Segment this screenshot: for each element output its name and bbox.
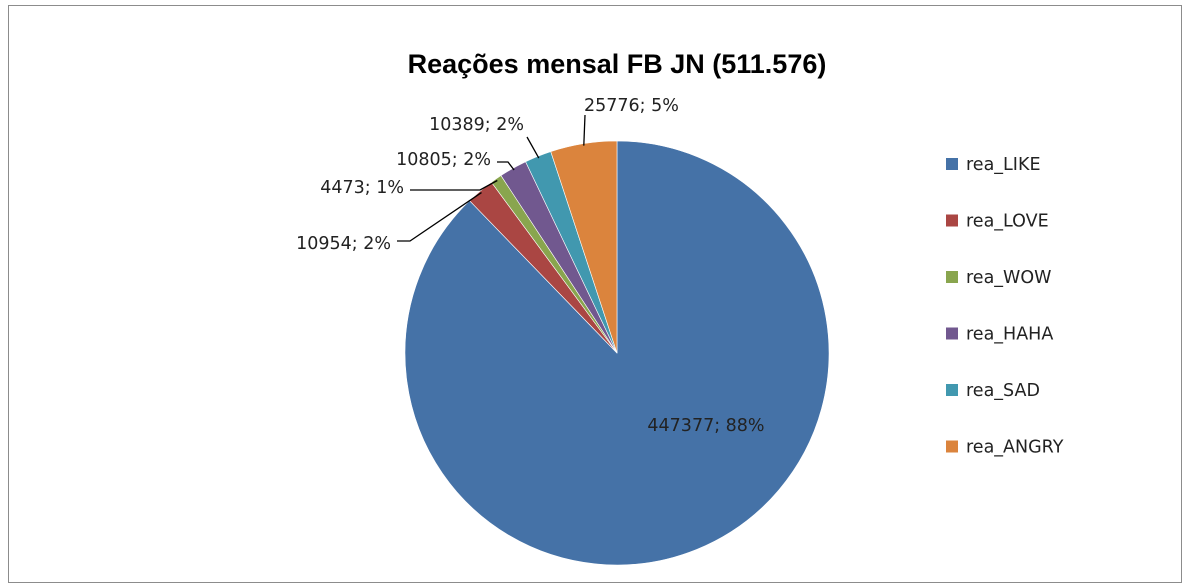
- legend-label-rea-wow: rea_WOW: [966, 268, 1051, 288]
- leader-line-rea-angry: [583, 114, 586, 146]
- legend-swatch-rea-wow: [946, 271, 958, 283]
- legend-swatch-rea-haha: [946, 327, 958, 340]
- leader-line-rea-sad: [526, 136, 540, 159]
- legend-label-rea-haha: rea_HAHA: [966, 325, 1053, 345]
- data-label-rea-wow: 4473; 1%: [320, 178, 404, 198]
- data-label-rea-haha: 10805; 2%: [396, 150, 491, 170]
- legend-swatch-rea-angry: [946, 440, 958, 453]
- legend-swatch-rea-love: [946, 214, 958, 227]
- data-label-rea-angry: 25776; 5%: [584, 96, 679, 116]
- leader-lines: [397, 114, 586, 242]
- legend: rea_LIKE rea_LOVE rea_WOW rea_HAHA rea_SADre…: [946, 155, 1064, 458]
- leader-line-rea-wow: [410, 179, 498, 191]
- legend-label-rea-sad: rea_SAD: [966, 381, 1040, 401]
- data-label-rea-like: 447377; 88%: [647, 416, 764, 436]
- legend-label-rea-angry: rea_ANGRY: [966, 438, 1064, 458]
- data-label-rea-love: 10954; 2%: [296, 234, 391, 254]
- leader-line-rea-haha: [497, 161, 515, 171]
- legend-label-rea-like: rea_LIKE: [966, 155, 1041, 175]
- legend-swatch-rea-sad: [946, 384, 958, 396]
- legend-swatch-rea-like: [946, 158, 958, 170]
- data-labels: 447377; 88% 10954; 2% 4473; 1% 10805; 2% 103…: [296, 96, 764, 436]
- chart-title: Reações mensal FB JN (511.576): [408, 49, 827, 79]
- data-label-rea-sad: 10389; 2%: [429, 115, 524, 135]
- legend-label-rea-love: rea_LOVE: [966, 212, 1049, 232]
- pie-slices: [404, 140, 830, 566]
- leader-line-rea-love: [397, 192, 482, 242]
